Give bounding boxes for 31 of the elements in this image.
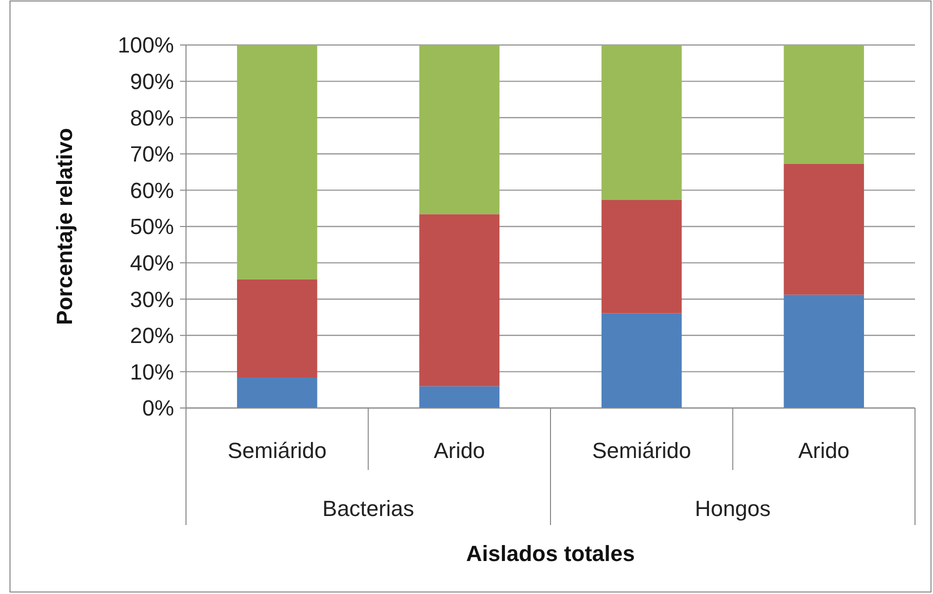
bar: [602, 45, 682, 200]
y-tick-label: 60%: [130, 178, 174, 203]
bar: [419, 45, 500, 214]
bar: [602, 313, 682, 408]
bar: [237, 280, 318, 378]
x-tick-label: Semiárido: [228, 438, 327, 463]
y-tick-label: 50%: [130, 214, 174, 240]
x-axis-title: Aislados totales: [466, 541, 635, 566]
bar: [602, 200, 682, 314]
x-tick-label: Arido: [798, 438, 850, 463]
bar: [237, 378, 318, 408]
x-tick-label: Arido: [434, 438, 486, 463]
y-tick-label: 20%: [130, 323, 174, 348]
y-tick-label: 40%: [130, 250, 174, 276]
text: Hongos: [694, 496, 771, 521]
bar: [419, 214, 500, 386]
y-tick-label: 80%: [130, 105, 174, 130]
bar: [419, 386, 500, 408]
bar: [237, 45, 318, 280]
y-tick-label: 90%: [130, 69, 174, 94]
y-axis-title: Porcentaje relativo: [52, 128, 77, 325]
bar: [784, 45, 864, 164]
y-tick-label: 100%: [118, 32, 174, 58]
y-tick-label: 0%: [142, 396, 174, 421]
text: Bacterias: [322, 496, 414, 521]
y-tick-label: 70%: [130, 142, 174, 167]
y-tick-label: 30%: [130, 286, 174, 312]
bar: [784, 294, 864, 408]
x-tick-label: Semiárido: [592, 438, 692, 463]
y-tick-label: 10%: [130, 359, 174, 384]
bar: [784, 164, 864, 295]
